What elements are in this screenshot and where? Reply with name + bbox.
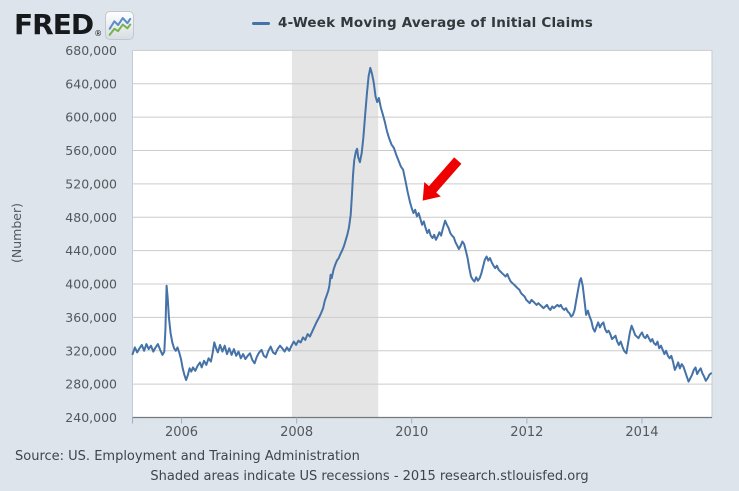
recession-band	[291, 50, 379, 418]
chart-legend: 4-Week Moving Average of Initial Claims	[133, 13, 712, 33]
y-axis-label: 240,000	[65, 410, 117, 425]
fred-logo-text: FRED	[14, 8, 94, 41]
y-axis-label: 280,000	[65, 377, 117, 392]
y-axis-label: 400,000	[65, 277, 117, 292]
x-axis-label: 2008	[280, 425, 313, 440]
y-axis-label: 440,000	[65, 243, 117, 258]
source-attribution: Source: US. Employment and Training Admi…	[15, 449, 360, 464]
initial-claims-line-chart: 240,000 280,000 320,000 360,000 400,000 440,0…	[9, 43, 713, 440]
y-axis-title: (Number)	[9, 203, 24, 263]
annotation-arrow	[422, 157, 462, 201]
y-axis-label: 560,000	[65, 143, 117, 158]
legend-line-swatch	[252, 21, 271, 25]
recession-note: Shaded areas indicate US recessions - 20…	[150, 469, 589, 484]
registered-trademark-symbol: ®	[94, 29, 103, 38]
series-line	[131, 66, 712, 383]
y-axis-label: 320,000	[65, 343, 117, 358]
fred-sparkline-icon	[105, 10, 135, 40]
y-axis-label: 520,000	[65, 176, 117, 191]
y-axis-label: 640,000	[65, 76, 117, 91]
y-axis-label: 600,000	[65, 110, 117, 125]
fred-logo: FRED ®	[14, 8, 135, 41]
x-axis-label: 2010	[395, 425, 428, 440]
y-axis-label: 480,000	[65, 210, 117, 225]
legend-label: 4-Week Moving Average of Initial Claims	[278, 15, 593, 31]
y-axis-label: 680,000	[65, 43, 117, 58]
x-axis-label: 2006	[165, 425, 198, 440]
plot-area	[132, 50, 712, 418]
x-axis-label: 2012	[510, 425, 543, 440]
x-axis-label: 2014	[625, 425, 658, 440]
y-axis-label: 360,000	[65, 310, 117, 325]
